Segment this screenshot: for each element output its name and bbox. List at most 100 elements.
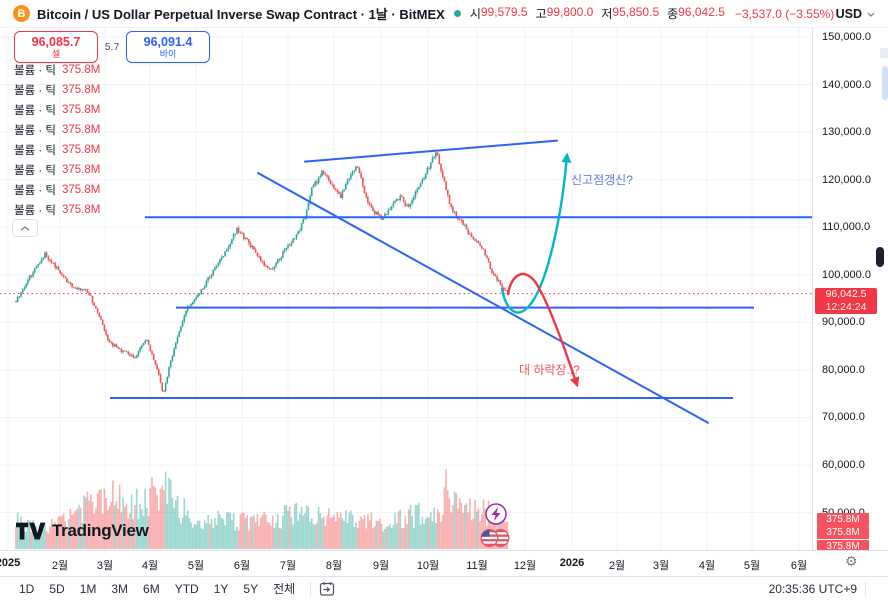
indicator-value: 375.8M [61,64,101,76]
low-value: 95,850.5 [612,5,660,19]
time-axis-label: 10월 [416,560,440,572]
buy-price: 96,091.4 [143,35,193,49]
economic-event-lightning-icon[interactable] [485,503,507,525]
watermark-text: TradingView [52,521,149,540]
open-label: 시 [469,7,481,21]
indicator-name: 볼륨 · 틱 [14,125,56,137]
toolbar-divider [310,581,312,596]
buy-label: 바이 [159,49,177,59]
tradingview-watermark[interactable]: TradingView [16,521,149,541]
collapse-legend-button[interactable] [12,219,38,237]
range-button-ytd[interactable]: YTD [168,582,206,596]
volume-badge: 375.8M [817,526,869,540]
economic-event-flags-icon[interactable] [480,529,510,547]
indicator-value: 375.8M [61,204,101,216]
chart-header: B Bitcoin / US Dollar Perpetual Inverse … [0,0,888,28]
time-axis[interactable]: 2025 2월 3월 4월 5월 6월 7월 8월 9월 10월 11월 12월 2026 2월 3월 4월 5… [0,550,888,577]
chevron-down-icon [867,12,875,17]
indicator-name: 볼륨 · 틱 [14,145,56,157]
range-button-5d[interactable]: 5D [42,582,71,596]
indicator-name: 볼륨 · 틱 [14,165,56,177]
range-button-5y[interactable]: 5Y [236,582,265,596]
indicator-name: 볼륨 · 틱 [14,205,56,217]
price-axis-label: 70,000.0 [822,411,865,424]
high-label: 고 [535,7,547,21]
spread-value: 5.7 [104,41,120,53]
indicator-value: 375.8M [61,84,101,96]
volume-badge: 375.8M [817,513,869,526]
range-button-3m[interactable]: 3M [104,582,135,596]
indicator-name: 볼륨 · 틱 [14,105,56,117]
close-value: 96,042.5 [678,5,725,19]
indicator-legend-row[interactable]: 볼륨 · 틱 375.8M [14,140,100,160]
sell-price: 96,085.7 [31,35,81,49]
close-label: 종 [667,7,679,21]
indicator-legend-row[interactable]: 볼륨 · 틱 375.8M [14,60,100,80]
indicator-legend-row[interactable]: 볼륨 · 틱 375.8M [14,160,100,180]
sell-button[interactable]: 96,085.7 셀 [14,31,98,63]
indicator-name: 볼륨 · 틱 [14,185,56,197]
currency-selector[interactable]: USD [836,0,875,28]
bullish-arrow[interactable] [500,152,572,314]
time-axis-label: 2025 [0,557,21,569]
date-range-buttons: 1D 5D 1M 3M 6M YTD 1Y 5Y 전체 [12,580,302,597]
scrollbar-thumb-dark[interactable] [876,247,884,267]
low-label: 저 [601,7,613,21]
indicator-legend-row[interactable]: 볼륨 · 틱 375.8M [14,120,100,140]
time-axis-label: 4월 [141,560,159,572]
range-button-6m[interactable]: 6M [136,582,167,596]
bearish-arrow[interactable] [506,272,580,388]
range-button-1d[interactable]: 1D [12,582,41,596]
time-axis-label: 6월 [233,560,251,572]
indicator-value: 375.8M [61,164,101,176]
sell-label: 셀 [51,49,61,59]
time-axis-label: 12월 [513,560,537,572]
range-button-전체[interactable]: 전체 [266,580,302,597]
rising-top-trendline[interactable] [304,139,558,163]
last-price-value: 96,042.5 [825,288,867,300]
time-axis-label: 3월 [652,560,670,572]
descending-trendline[interactable] [257,172,709,424]
bottom-toolbar: 1D 5D 1M 3M 6M YTD 1Y 5Y 전체 20:35:36 UTC+9 [0,576,888,600]
high-value: 99,800.0 [546,5,594,19]
go-to-date-icon[interactable] [319,581,336,597]
tradingview-logo-icon [16,522,46,540]
range-button-1y[interactable]: 1Y [207,582,236,596]
axis-settings-gear-icon[interactable]: ⚙ [845,553,858,569]
scrollbar-thumb-gray[interactable] [880,48,888,58]
indicator-legend-row[interactable]: 볼륨 · 틱 375.8M [14,80,100,100]
scrollbar-thumb-blue[interactable] [882,66,888,100]
change-value: −3,537.0 (−3.55%) [734,6,835,21]
symbol-title[interactable]: Bitcoin / US Dollar Perpetual Inverse Sw… [37,7,445,22]
indicator-name: 볼륨 · 틱 [14,85,56,97]
volume-bars [15,469,509,549]
drawing-arrows[interactable] [500,152,580,388]
time-axis-label: 2월 [608,560,626,572]
chevron-up-icon [20,225,30,231]
range-button-1m[interactable]: 1M [73,582,104,596]
time-axis-label: 11월 [466,560,488,572]
trend-lines[interactable] [0,139,812,424]
ohlc-values: 시 99,579.5 고 99,800.0 저 95,850.5 종 96,042.5 … [470,5,834,22]
chart-grid [0,28,812,550]
market-status-dot[interactable] [453,10,461,17]
price-axis-label: 150,000.0 [822,31,871,43]
indicator-value: 375.8M [61,124,101,136]
indicator-legend: 볼륨 · 틱 375.8M 볼륨 · 틱 375.8M 볼륨 · 틱 375.8M 볼륨 ·… [14,60,100,220]
time-axis-label: 6월 [790,560,808,572]
indicator-legend-row[interactable]: 볼륨 · 틱 375.8M [14,180,100,200]
volume-badge: 375.8M [817,539,869,553]
buy-button[interactable]: 96,091.4 바이 [126,31,210,63]
time-axis-label: 9월 [372,560,390,572]
session-clock[interactable]: 20:35:36 UTC+9 [768,581,857,596]
indicator-legend-row[interactable]: 볼륨 · 틱 375.8M [14,100,100,120]
time-axis-label: 2026 [559,557,585,569]
indicator-value: 375.8M [61,144,101,156]
bar-countdown: 12:24:24 [825,301,867,313]
price-axis-label: 60,000.0 [822,459,865,472]
indicator-legend-row[interactable]: 볼륨 · 틱 375.8M [14,200,100,220]
price-axis-label: 140,000.0 [822,78,871,91]
time-axis-label: 5월 [743,560,761,572]
